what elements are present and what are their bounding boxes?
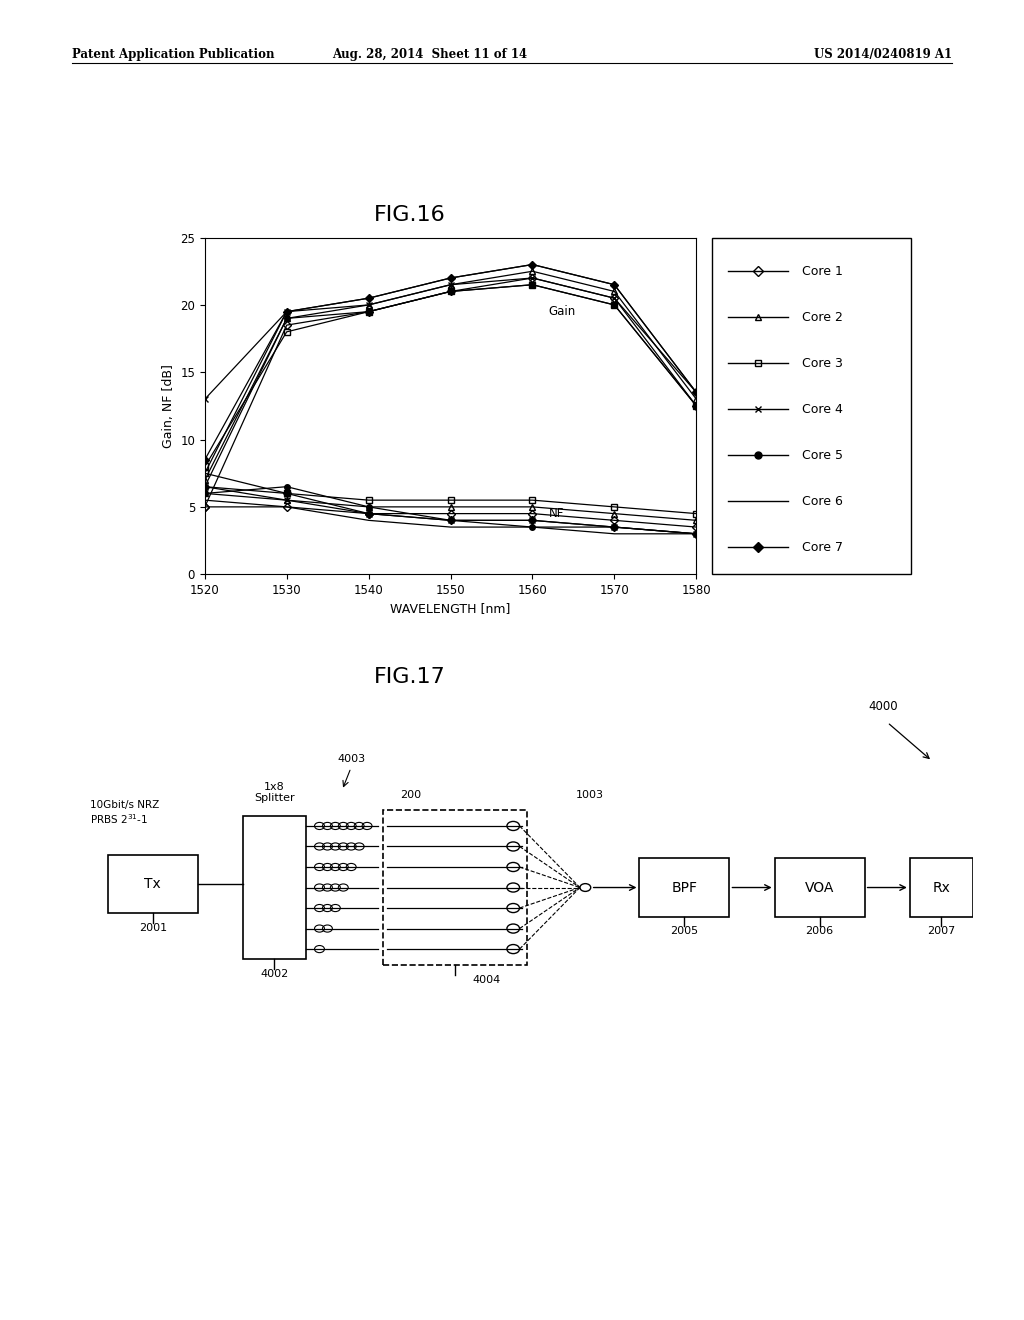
Text: Aug. 28, 2014  Sheet 11 of 14: Aug. 28, 2014 Sheet 11 of 14 (333, 48, 527, 61)
Text: 200: 200 (400, 791, 422, 800)
Text: 2001: 2001 (138, 923, 167, 933)
Text: Core 1: Core 1 (802, 265, 843, 277)
Text: Gain: Gain (549, 305, 577, 318)
Bar (383, 809, 526, 965)
Y-axis label: Gain, NF [dB]: Gain, NF [dB] (162, 364, 175, 447)
Text: NF: NF (549, 507, 564, 520)
Text: Core 3: Core 3 (802, 356, 843, 370)
Bar (639, 858, 729, 916)
Text: 4004: 4004 (473, 975, 501, 985)
Text: 4002: 4002 (260, 969, 289, 978)
X-axis label: WAVELENGTH [nm]: WAVELENGTH [nm] (390, 602, 511, 615)
Text: Core 2: Core 2 (802, 310, 843, 323)
Text: 4000: 4000 (868, 700, 897, 713)
Text: 10Gbit/s NRZ: 10Gbit/s NRZ (90, 800, 159, 809)
Text: VOA: VOA (805, 880, 835, 895)
Text: US 2014/0240819 A1: US 2014/0240819 A1 (814, 48, 952, 61)
Text: Core 6: Core 6 (802, 495, 843, 508)
Bar (909, 858, 973, 916)
Text: 2006: 2006 (806, 927, 834, 936)
Text: FIG.16: FIG.16 (374, 205, 445, 224)
Text: FIG.17: FIG.17 (374, 667, 445, 686)
Text: BPF: BPF (672, 880, 697, 895)
Bar (243, 816, 306, 958)
Text: 2005: 2005 (671, 927, 698, 936)
Text: 1x8
Splitter: 1x8 Splitter (254, 781, 295, 804)
Bar (108, 855, 198, 913)
Text: Core 4: Core 4 (802, 403, 843, 416)
Text: Rx: Rx (932, 880, 950, 895)
Text: Patent Application Publication: Patent Application Publication (72, 48, 274, 61)
Text: Tx: Tx (144, 878, 161, 891)
Text: 4003: 4003 (337, 755, 366, 764)
Text: 1003: 1003 (577, 791, 604, 800)
Text: Core 7: Core 7 (802, 541, 843, 554)
Text: Core 5: Core 5 (802, 449, 843, 462)
Text: 2007: 2007 (927, 927, 955, 936)
Text: PRBS 2$^{31}$-1: PRBS 2$^{31}$-1 (90, 812, 147, 826)
Bar (774, 858, 864, 916)
